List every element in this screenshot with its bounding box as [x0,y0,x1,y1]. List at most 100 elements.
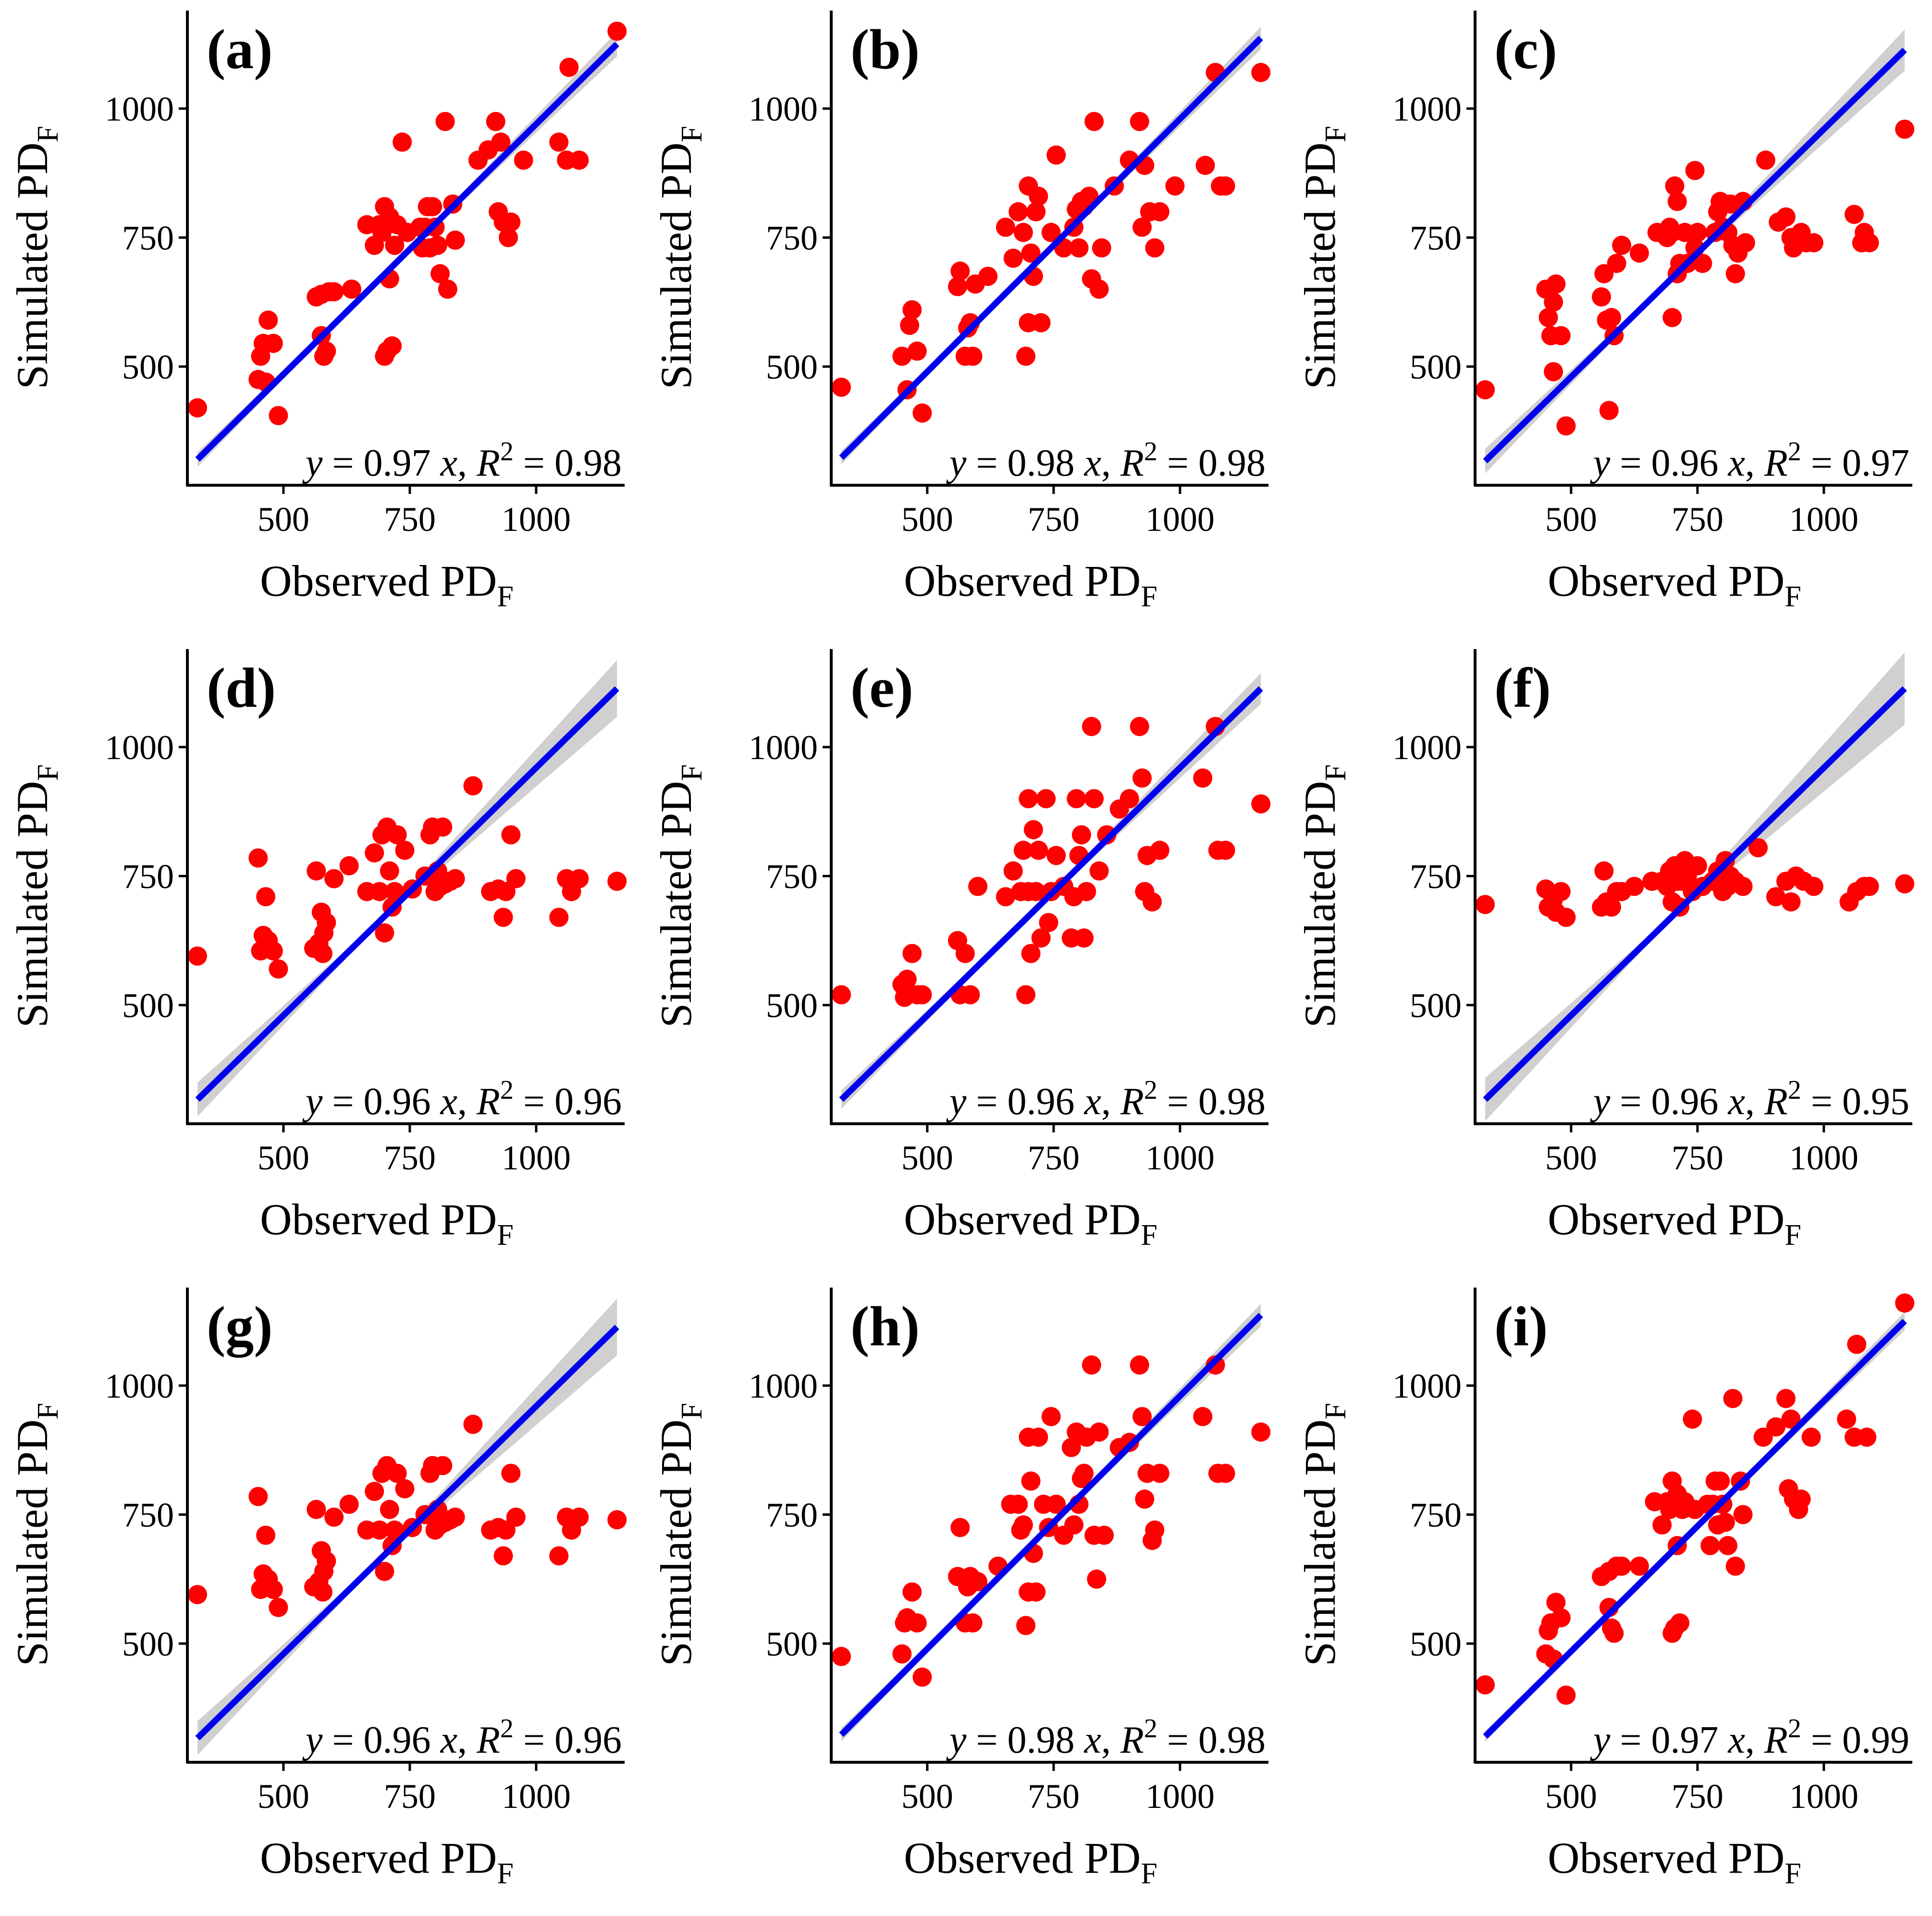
x-tick-label: 500 [258,500,309,539]
equation-r: R [1764,442,1788,484]
equation-r-exponent: 2 [500,1714,514,1744]
equation-x: x [1083,1081,1101,1123]
x-axis-title-text: Observed PD [260,1833,497,1882]
data-point [1216,1463,1235,1483]
data-point [902,1582,922,1602]
equation-y: y [302,442,323,484]
data-point [1733,877,1753,896]
data-point [248,848,268,868]
confidence-band [197,660,617,1117]
equation-r-exponent: 2 [1788,437,1801,467]
equation-r-exponent: 2 [1144,1075,1157,1105]
y-axis-title-subscript: F [32,126,64,142]
equation-x: x [1083,442,1101,484]
data-point [1135,1489,1155,1509]
x-axis-title-text: Observed PD [260,1195,497,1244]
data-point [892,346,912,366]
data-point [317,341,336,361]
data-point [902,300,922,319]
data-point [1130,1355,1149,1375]
y-axis-title: Simulated PDF [652,764,708,1028]
data-point [269,1597,288,1617]
data-point [1021,1471,1041,1491]
data-point [1551,326,1571,345]
x-axis-title-subscript: F [497,580,513,613]
data-point [1700,1536,1720,1555]
y-axis-title-subscript: F [1319,1403,1352,1419]
data-point [501,825,521,845]
data-point [342,279,361,299]
data-point [1733,1505,1753,1524]
equation-separator: , [1101,1081,1120,1123]
data-point [263,333,283,353]
y-axis-title-text: Simulated PD [652,142,701,389]
data-point [978,267,998,286]
y-axis-title-text: Simulated PD [8,781,57,1028]
data-point [1069,238,1089,258]
equation-r-value: = 0.98 [1157,442,1266,484]
data-point [445,869,465,888]
equation-separator: , [1745,442,1764,484]
data-point [1046,1495,1066,1514]
data-point [1776,207,1796,227]
regression-equation: y = 0.98 x, R2 = 0.98 [946,1714,1266,1761]
data-point [1132,218,1152,237]
data-point [955,944,975,963]
fit-line [1483,48,1907,464]
x-tick-label: 750 [1672,1139,1723,1177]
data-point [569,150,589,170]
data-point [1013,222,1033,242]
equation-r-exponent: 2 [1788,1075,1801,1105]
data-point [1193,768,1213,788]
data-point [1629,243,1649,263]
equation-r: R [1120,1081,1144,1123]
data-point [1895,1293,1915,1313]
data-point [1776,1388,1796,1408]
equation-r-exponent: 2 [500,437,514,467]
y-tick-label: 750 [766,858,818,896]
panel-label: (i) [1494,1295,1548,1358]
data-point [1629,1556,1649,1576]
y-tick-label: 500 [766,1625,818,1663]
y-axis-title-text: Simulated PD [652,781,701,1028]
data-point [1766,1417,1785,1437]
data-point [382,336,402,356]
y-tick-label: 500 [122,986,174,1025]
data-point [912,1667,932,1687]
x-tick-label: 750 [1672,500,1723,539]
data-point [1092,238,1111,258]
data-point [912,403,932,423]
x-axis-title: Observed PDF [904,1195,1157,1252]
chart-panel: 500 750 1000 500 750 1000 Observed PDF Simulate… [0,639,644,1277]
equation-r-value: = 0.98 [514,442,622,484]
data-point [445,230,465,250]
x-tick-label: 1000 [1145,1139,1215,1177]
data-point [493,908,513,927]
data-point [1725,264,1745,283]
data-point [1667,192,1687,211]
y-tick-label: 750 [1410,1496,1462,1535]
equation-slope: = 0.97 [322,442,440,484]
data-point [1087,1569,1107,1589]
data-point [1781,892,1801,912]
equation-slope: = 0.96 [1610,1081,1728,1123]
x-tick-label: 750 [384,1777,436,1816]
data-point [1130,111,1149,131]
data-point [365,1482,384,1501]
y-axis-title: Simulated PDF [1295,126,1352,389]
data-point [549,132,569,152]
equation-slope: = 0.98 [966,442,1084,484]
x-axis-title-subscript: F [497,1857,513,1890]
data-point [248,1486,268,1506]
data-point [1857,1427,1877,1447]
x-tick-label: 1000 [1789,500,1858,539]
data-point [1624,877,1644,896]
data-point [897,970,917,989]
data-point [1095,1525,1114,1545]
data-point [900,316,920,335]
data-point [1693,254,1712,273]
data-point [1064,1515,1083,1535]
equation-r-value: = 0.98 [1157,1081,1266,1123]
x-axis-title-text: Observed PD [260,556,497,605]
